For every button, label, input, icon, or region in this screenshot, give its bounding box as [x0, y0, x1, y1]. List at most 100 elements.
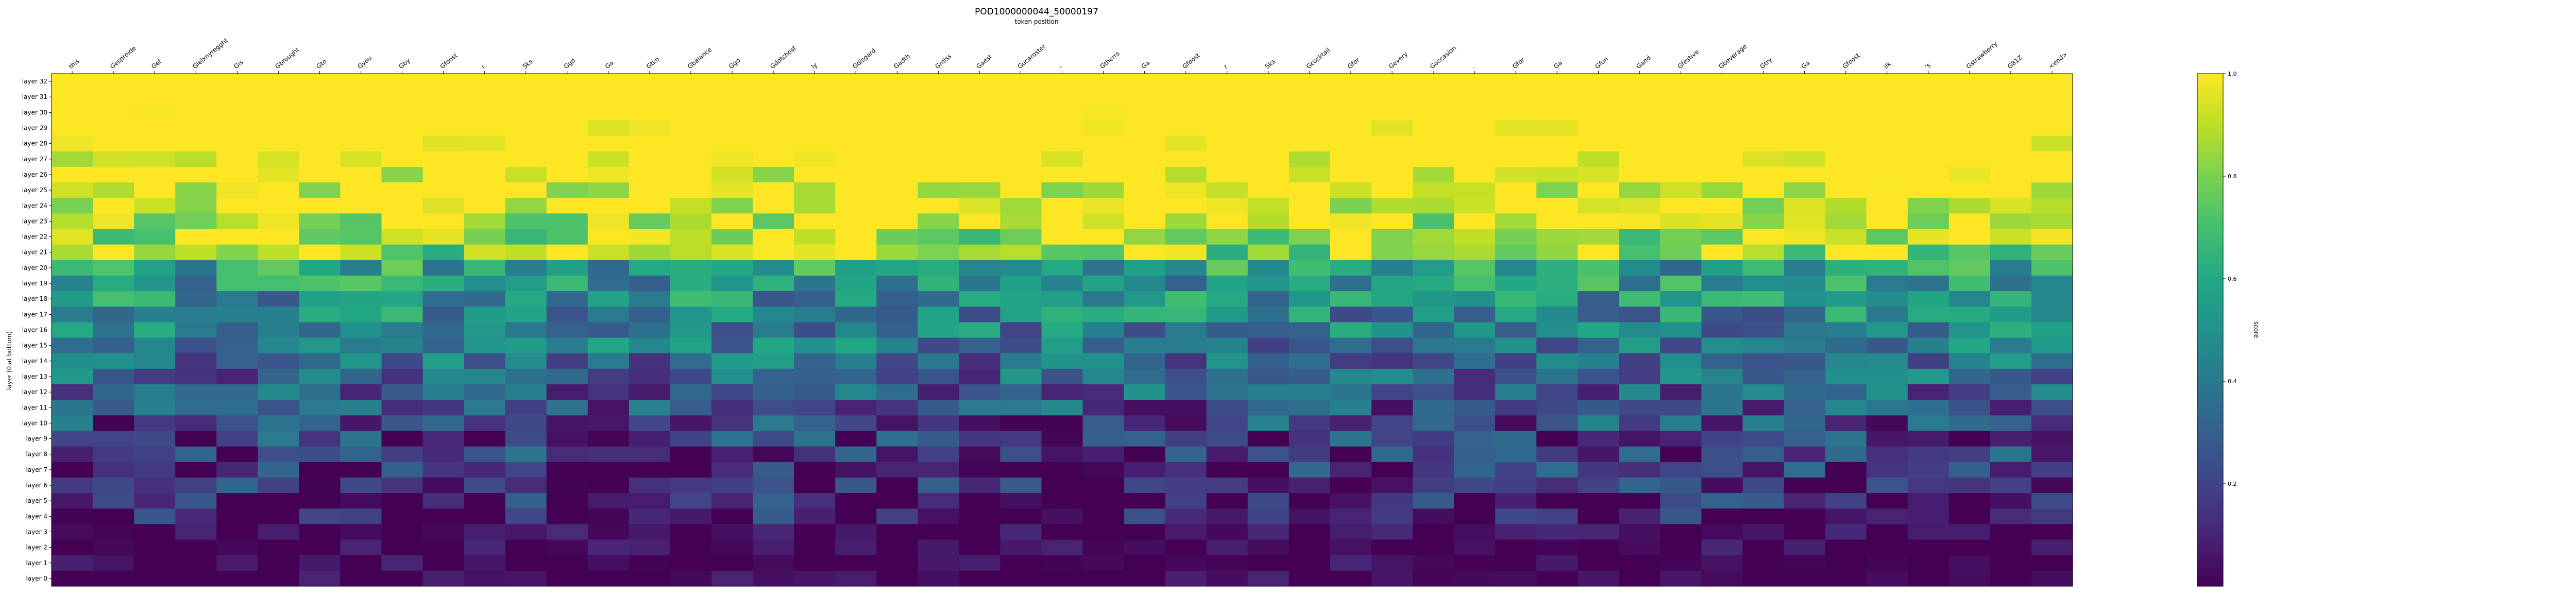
- heatmap-cell: [1701, 198, 1743, 214]
- heatmap-cell: [876, 431, 918, 447]
- heatmap-cell: [381, 105, 423, 121]
- heatmap-cell: [340, 198, 382, 214]
- heatmap-cell: [587, 337, 630, 354]
- x-tick-label: Gа: [1140, 59, 1151, 70]
- heatmap-cell: [1413, 135, 1454, 152]
- heatmap-cell: [670, 384, 712, 400]
- heatmap-cell: [340, 431, 382, 447]
- heatmap-cell: [959, 166, 1001, 183]
- y-tick-label: layer 4: [26, 513, 47, 520]
- heatmap-cell: [959, 307, 1001, 322]
- heatmap-cell: [1701, 166, 1743, 183]
- heatmap-cell: [93, 368, 134, 385]
- heatmap-cell: [1907, 74, 1950, 90]
- heatmap-cell: [1247, 260, 1290, 276]
- heatmap-cell: [629, 275, 671, 292]
- heatmap-cell: [1082, 368, 1125, 385]
- heatmap-cell: [175, 151, 217, 167]
- heatmap-cell: [1784, 105, 1826, 121]
- heatmap-cell: [299, 384, 341, 400]
- heatmap-cell: [1454, 570, 1496, 587]
- heatmap-cell: [1742, 508, 1785, 524]
- heatmap-cell: [505, 462, 547, 478]
- heatmap-cell: [1124, 166, 1166, 183]
- heatmap-cell: [1206, 508, 1248, 524]
- heatmap-cell: [753, 166, 794, 183]
- heatmap-cell: [1206, 431, 1248, 447]
- heatmap-cell: [1330, 198, 1372, 214]
- heatmap-cell: [835, 89, 877, 105]
- heatmap-cell: [546, 508, 588, 524]
- heatmap-cell: [1825, 508, 1867, 524]
- heatmap-cell: [1041, 198, 1083, 214]
- heatmap-cell: [670, 307, 712, 322]
- heatmap-cell: [1619, 431, 1660, 447]
- heatmap-cell: [1454, 166, 1496, 183]
- heatmap-cell: [1660, 182, 1702, 198]
- heatmap-cell: [1866, 353, 1908, 369]
- heatmap-cell: [93, 260, 134, 276]
- heatmap-cell: [587, 415, 630, 431]
- heatmap-cell: [1041, 431, 1083, 447]
- heatmap-cell: [918, 151, 959, 167]
- heatmap-cell: [299, 400, 341, 416]
- heatmap-cell: [1000, 446, 1042, 463]
- heatmap-cell: [258, 539, 299, 556]
- heatmap-cell: [711, 477, 753, 494]
- heatmap-cell: [1742, 384, 1785, 400]
- heatmap-cell: [546, 415, 588, 431]
- heatmap-cell: [1866, 477, 1908, 494]
- heatmap-cell: [93, 120, 134, 137]
- heatmap-cell: [1825, 291, 1867, 307]
- heatmap-cell: [1413, 555, 1454, 571]
- heatmap-cell: [753, 368, 794, 385]
- heatmap-cell: [1454, 307, 1496, 322]
- heatmap-cell: [794, 508, 836, 524]
- heatmap-cell: [1330, 353, 1372, 369]
- heatmap-cell: [175, 89, 217, 105]
- heatmap-cell: [670, 493, 712, 509]
- heatmap-cell: [1124, 477, 1166, 494]
- heatmap-cell: [1000, 493, 1042, 509]
- heatmap-cell: [1124, 555, 1166, 571]
- heatmap-cell: [1578, 462, 1619, 478]
- heatmap-cell: [794, 151, 836, 167]
- heatmap-cell: [464, 415, 506, 431]
- heatmap-cell: [1371, 213, 1413, 230]
- heatmap-cell: [711, 462, 753, 478]
- heatmap-cell: [1041, 182, 1083, 198]
- heatmap-cell: [1866, 198, 1908, 214]
- colorbar-tick-label: 0.8: [2228, 173, 2237, 180]
- heatmap-cell: [1866, 446, 1908, 463]
- heatmap-cell: [1165, 368, 1207, 385]
- heatmap-cell: [1948, 446, 1991, 463]
- heatmap-cell: [1866, 555, 1908, 571]
- heatmap-cell: [587, 260, 630, 276]
- heatmap-cell: [1247, 182, 1290, 198]
- heatmap-cell: [753, 120, 794, 137]
- heatmap-cell: [134, 570, 176, 587]
- heatmap-cell: [1825, 213, 1867, 230]
- heatmap-cell: [1784, 229, 1826, 245]
- heatmap-cell: [1990, 400, 2032, 416]
- colorbar: [2197, 73, 2224, 587]
- heatmap-cell: [1124, 524, 1166, 540]
- heatmap-cell: [505, 213, 547, 230]
- heatmap-cell: [587, 368, 630, 385]
- heatmap-cell: [1082, 400, 1125, 416]
- heatmap-cell: [753, 229, 794, 245]
- heatmap-cell: [2031, 275, 2073, 292]
- heatmap-cell: [340, 539, 382, 556]
- heatmap-cell: [670, 555, 712, 571]
- heatmap-cell: [918, 120, 959, 137]
- heatmap-cell: [1247, 353, 1290, 369]
- heatmap-cell: [299, 337, 341, 354]
- heatmap-cell: [464, 539, 506, 556]
- heatmap-cell: [1825, 368, 1867, 385]
- heatmap-cell: [1578, 477, 1619, 494]
- heatmap-cell: [1660, 353, 1702, 369]
- heatmap-cell: [1041, 524, 1083, 540]
- heatmap-cell: [670, 446, 712, 463]
- heatmap-cell: [1041, 307, 1083, 322]
- heatmap-cell: [1784, 166, 1826, 183]
